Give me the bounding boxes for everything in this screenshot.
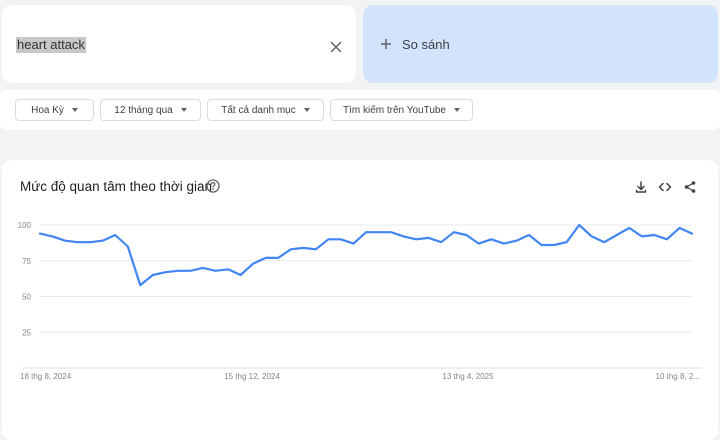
download-icon[interactable] [633,179,649,195]
help-icon[interactable] [206,179,220,193]
compare-label: So sánh [402,36,450,52]
plus-icon [379,37,393,51]
filters-bar: Hoa Kỳ 12 tháng qua Tất cả danh mục Tìm … [0,90,720,130]
y-tick-label: 75 [22,257,31,266]
compare-button[interactable]: So sánh [363,5,718,83]
embed-code-icon[interactable] [657,179,673,195]
y-tick-label: 50 [22,293,31,302]
region-filter[interactable]: Hoa Kỳ [15,99,94,121]
caret-down-icon [71,108,78,112]
category-filter[interactable]: Tất cả danh mục [207,99,324,121]
search-term-card[interactable]: heart attack [2,5,356,83]
time-range-filter[interactable]: 12 tháng qua [100,99,201,121]
close-icon[interactable] [324,35,348,59]
series-line[interactable] [38,223,694,287]
chart-title: Mức độ quan tâm theo thời gian [20,179,212,194]
search-type-filter[interactable]: Tìm kiếm trên YouTube [330,99,473,121]
caret-down-icon [303,108,310,112]
category-filter-label: Tất cả danh mục [221,104,296,116]
x-tick-label: 10 thg 8, 2... [656,372,700,381]
y-tick-label: 100 [18,221,32,230]
x-tick-label: 15 thg 12, 2024 [224,372,280,381]
x-tick-label: 13 thg 4, 2025 [442,372,494,381]
search-term-text[interactable]: heart attack [16,37,86,53]
share-icon[interactable] [682,179,698,195]
x-tick-label: 18 thg 8, 2024 [20,372,72,381]
y-tick-label: 25 [22,328,31,337]
caret-down-icon [180,108,187,112]
time-range-filter-label: 12 tháng qua [114,104,173,116]
search-type-filter-label: Tìm kiếm trên YouTube [342,104,446,116]
region-filter-label: Hoa Kỳ [31,104,64,116]
interest-over-time-card: Mức độ quan tâm theo thời gian 100 75 50 25… [2,160,718,440]
caret-down-icon [454,108,460,112]
interest-line-chart: 100 75 50 25 18 thg 8, 2024 15 thg 12, 2024 13… [18,221,702,381]
